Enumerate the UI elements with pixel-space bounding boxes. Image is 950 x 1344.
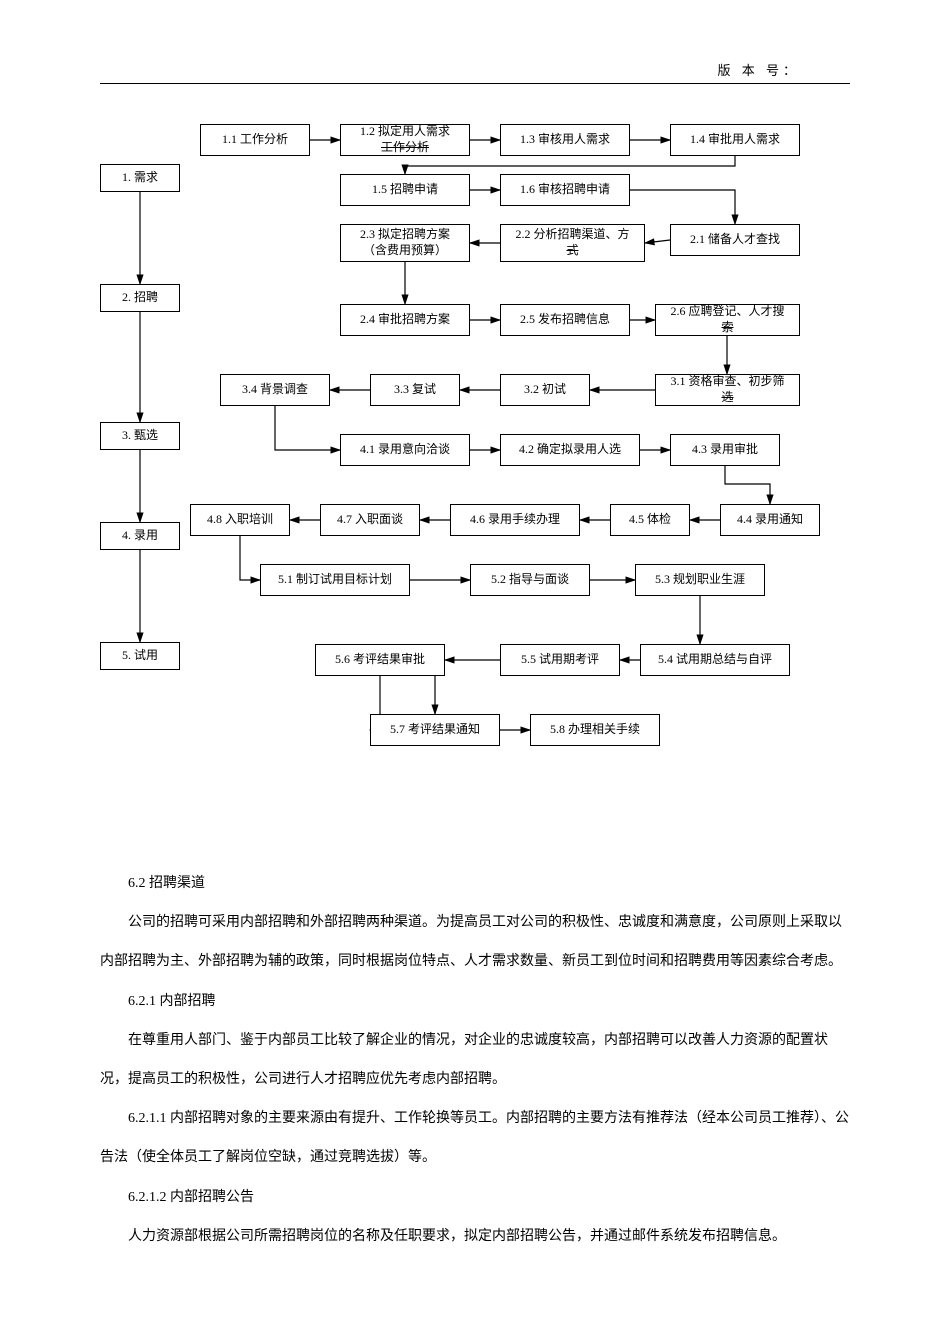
flow-node: 1.5 招聘申请 [340, 174, 470, 206]
flow-node: 1.6 审核招聘申请 [500, 174, 630, 206]
stage-box: 4. 录用 [100, 522, 180, 550]
flow-node: 5.7 考评结果通知 [370, 714, 500, 746]
flow-node: 2.1 储备人才查找 [670, 224, 800, 256]
flow-node: 3.1 资格审查、初步筛选 [655, 374, 800, 406]
flow-node: 5.5 试用期考评 [500, 644, 620, 676]
recruitment-flowchart: 1. 需求 2. 招聘 3. 甄选 4. 录用 5. 试用 1.1 工作分析 1.2 拟定用… [100, 104, 850, 824]
flow-node: 4.4 录用通知 [720, 504, 820, 536]
flow-node: 5.8 办理相关手续 [530, 714, 660, 746]
flow-node: 4.3 录用审批 [670, 434, 780, 466]
flow-node: 1.1 工作分析 [200, 124, 310, 156]
section-6-2-body: 公司的招聘可采用内部招聘和外部招聘两种渠道。为提高员工对公司的积极性、忠诚度和满… [100, 903, 850, 981]
flow-node: 1.2 拟定用人需求工作分析 [340, 124, 470, 156]
flow-node: 5.3 规划职业生涯 [635, 564, 765, 596]
flow-node: 2.5 发布招聘信息 [500, 304, 630, 336]
flow-node: 1.3 审核用人需求 [500, 124, 630, 156]
flow-node: 2.2 分析招聘渠道、方式 [500, 224, 645, 262]
section-6-2-1-title: 6.2.1 内部招聘 [100, 982, 850, 1021]
flow-node: 4.1 录用意向洽谈 [340, 434, 470, 466]
document-body-text: 6.2 招聘渠道 公司的招聘可采用内部招聘和外部招聘两种渠道。为提高员工对公司的… [100, 864, 850, 1256]
header-version: 版 本 号： [100, 60, 850, 84]
flow-node: 1.4 审批用人需求 [670, 124, 800, 156]
section-6-2-1-2-title: 6.2.1.2 内部招聘公告 [100, 1178, 850, 1217]
flow-node: 4.8 入职培训 [190, 504, 290, 536]
flow-node: 5.4 试用期总结与自评 [640, 644, 790, 676]
section-6-2-title: 6.2 招聘渠道 [100, 864, 850, 903]
stage-box: 2. 招聘 [100, 284, 180, 312]
flow-node: 3.2 初试 [500, 374, 590, 406]
section-6-2-1-1: 6.2.1.1 内部招聘对象的主要来源由有提升、工作轮换等员工。内部招聘的主要方… [100, 1099, 850, 1177]
flow-node: 3.4 背景调查 [220, 374, 330, 406]
flow-node: 2.6 应聘登记、人才搜索 [655, 304, 800, 336]
flow-node: 4.2 确定拟录用人选 [500, 434, 640, 466]
section-6-2-1-body: 在尊重用人部门、鉴于内部员工比较了解企业的情况，对企业的忠诚度较高，内部招聘可以… [100, 1021, 850, 1099]
flow-node: 4.6 录用手续办理 [450, 504, 580, 536]
stage-box: 1. 需求 [100, 164, 180, 192]
flow-node: 4.7 入职面谈 [320, 504, 420, 536]
flow-node: 2.3 拟定招聘方案（含费用预算） [340, 224, 470, 262]
flow-node: 3.3 复试 [370, 374, 460, 406]
flow-node: 4.5 体检 [610, 504, 690, 536]
section-6-2-1-2-body: 人力资源部根据公司所需招聘岗位的名称及任职要求，拟定内部招聘公告，并通过邮件系统… [100, 1217, 850, 1256]
flow-node: 2.4 审批招聘方案 [340, 304, 470, 336]
stage-box: 3. 甄选 [100, 422, 180, 450]
stage-box: 5. 试用 [100, 642, 180, 670]
flow-node: 5.1 制订试用目标计划 [260, 564, 410, 596]
version-label: 版 本 号： [717, 63, 800, 78]
flow-node: 5.2 指导与面谈 [470, 564, 590, 596]
flow-node: 5.6 考评结果审批 [315, 644, 445, 676]
